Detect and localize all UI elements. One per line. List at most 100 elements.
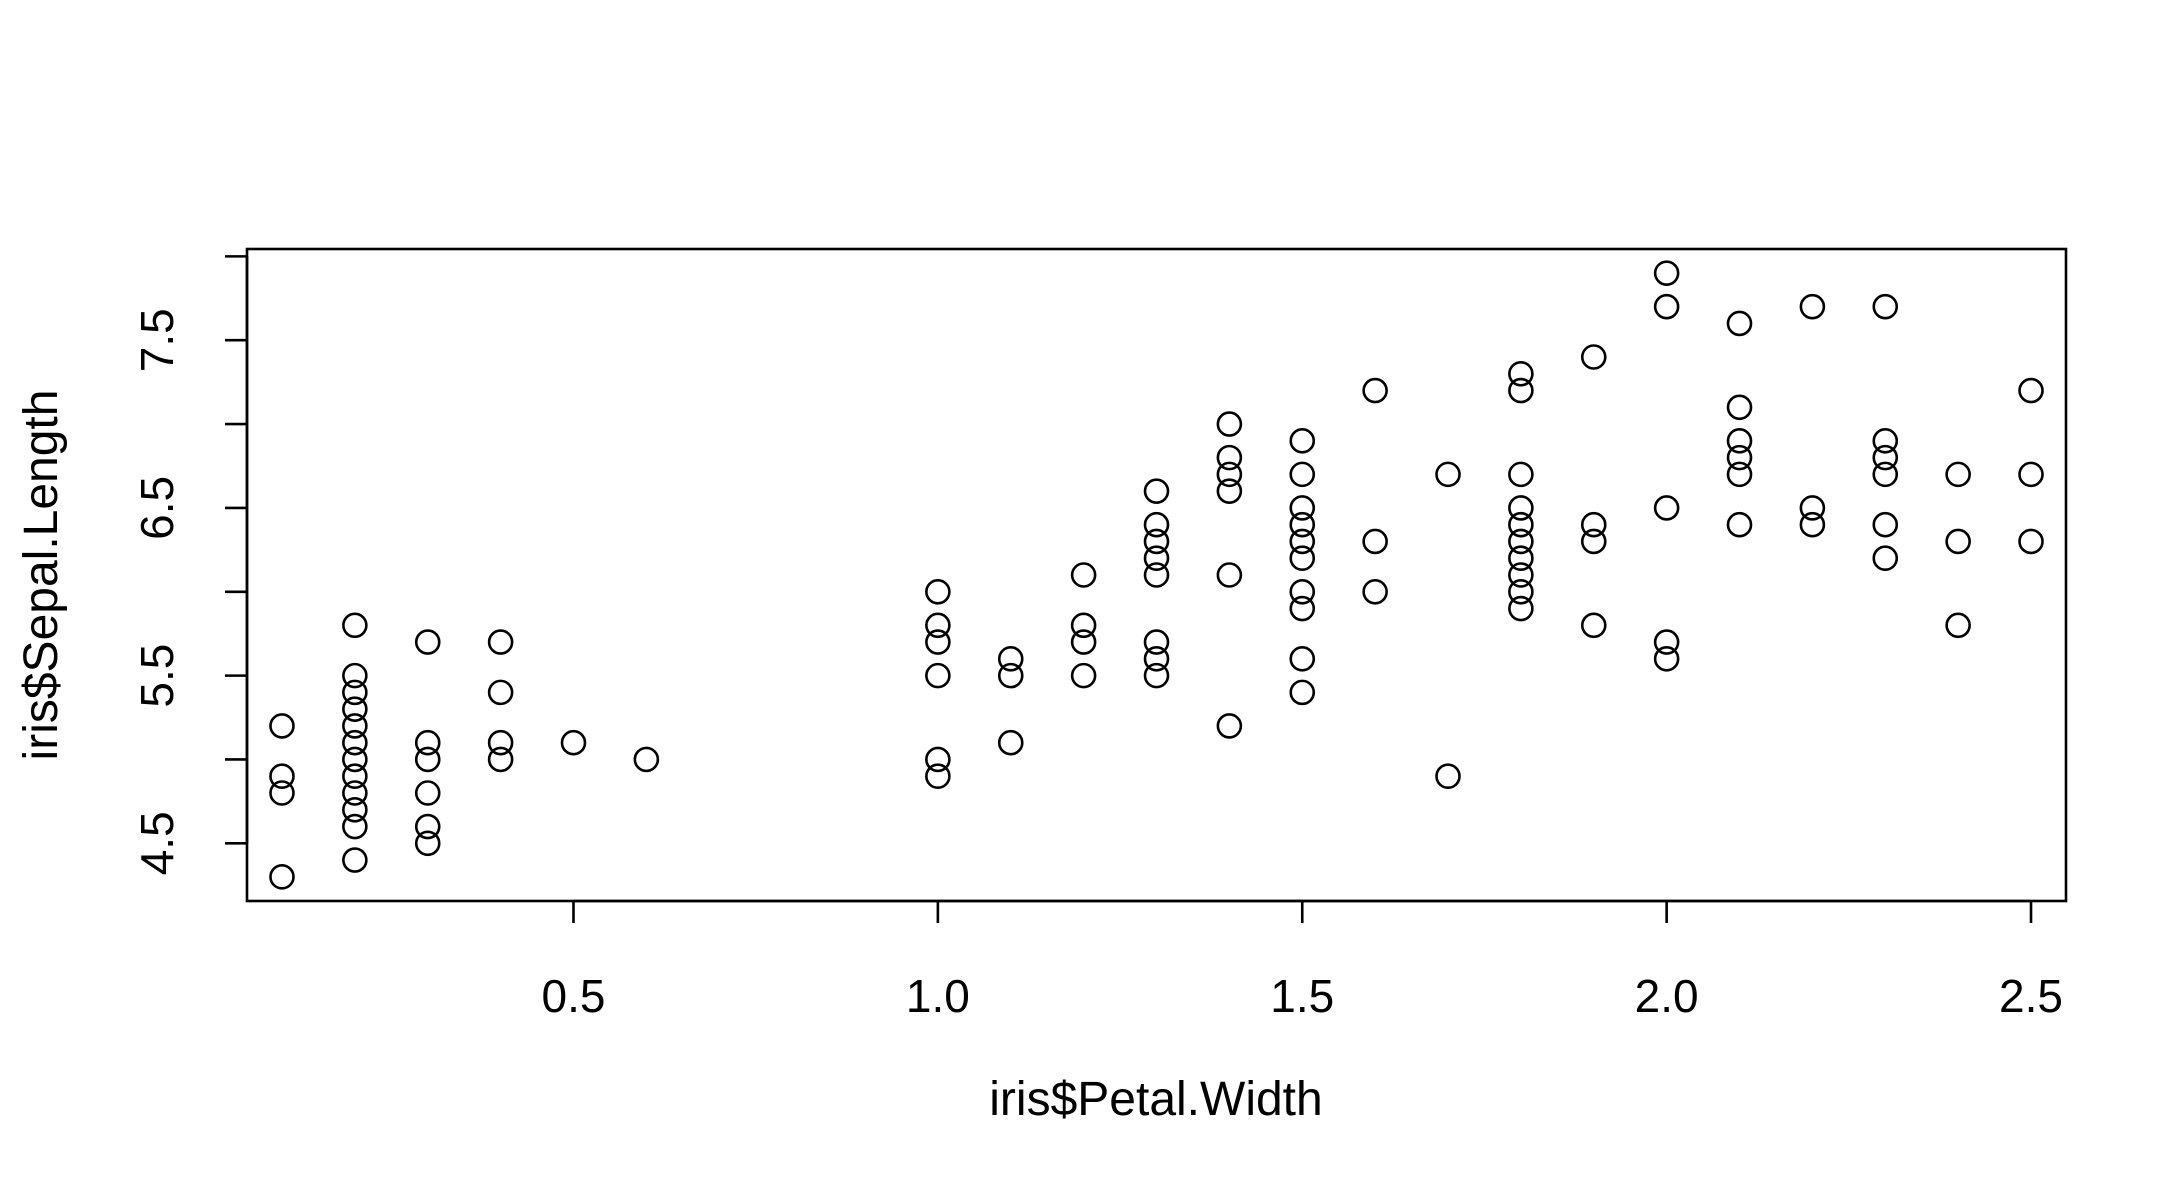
- data-point: [269, 713, 295, 739]
- data-point: [1143, 662, 1170, 689]
- data-point: [1945, 461, 1971, 488]
- data-point: [342, 796, 368, 823]
- data-point: [1580, 612, 1607, 639]
- data-point: [1143, 545, 1170, 572]
- data-point: [1070, 629, 1097, 655]
- data-point: [2018, 377, 2044, 404]
- data-point: [1216, 444, 1243, 471]
- data-point: [1726, 428, 1753, 454]
- data-point: [1508, 562, 1534, 588]
- data-point: [997, 662, 1024, 689]
- x-tick-label: 1.0: [906, 970, 970, 1022]
- y-axis-label: iris$Sepal.Length: [15, 390, 68, 761]
- data-point: [1362, 578, 1388, 605]
- data-point: [997, 646, 1024, 672]
- x-axis-label: iris$Petal.Width: [989, 1073, 1322, 1126]
- data-point: [414, 629, 441, 655]
- data-point: [1508, 578, 1534, 605]
- data-point: [1872, 444, 1899, 471]
- data-point: [1726, 444, 1753, 471]
- data-point: [1653, 629, 1680, 655]
- data-point: [342, 813, 368, 840]
- x-tick-label: 1.5: [1270, 970, 1334, 1022]
- data-point: [1653, 495, 1680, 521]
- data-point: [1872, 511, 1899, 538]
- data-point: [1289, 495, 1316, 521]
- data-point: [487, 746, 514, 773]
- data-point: [1872, 545, 1899, 572]
- data-points: [269, 260, 2044, 890]
- data-point: [342, 780, 368, 806]
- data-point: [1070, 612, 1097, 639]
- data-point: [1143, 629, 1170, 655]
- data-point: [342, 679, 368, 706]
- data-point: [1143, 528, 1170, 555]
- data-point: [2018, 461, 2044, 488]
- data-point: [925, 746, 951, 773]
- data-point: [1799, 495, 1826, 521]
- data-point: [1435, 461, 1461, 488]
- data-point: [269, 763, 295, 790]
- data-point: [925, 662, 951, 689]
- data-point: [414, 830, 441, 857]
- y-axis: 4.5 5.5 6.5 7.5: [131, 255, 249, 875]
- data-point: [1580, 511, 1607, 538]
- data-point: [269, 864, 295, 890]
- data-point: [1508, 360, 1534, 387]
- data-point: [1945, 528, 1971, 555]
- y-tick-label: 5.5: [131, 644, 183, 708]
- data-point: [414, 780, 441, 806]
- data-point: [414, 813, 441, 840]
- data-point: [1289, 578, 1316, 605]
- data-point: [342, 696, 368, 722]
- data-point: [1289, 595, 1316, 622]
- data-point: [1216, 562, 1243, 588]
- data-point: [1508, 595, 1534, 622]
- data-point: [925, 763, 951, 790]
- data-point: [1508, 495, 1534, 521]
- y-tick-label: 6.5: [131, 476, 183, 540]
- data-point: [925, 629, 951, 655]
- data-point: [342, 662, 368, 689]
- data-point: [1799, 511, 1826, 538]
- data-point: [342, 847, 368, 873]
- data-point: [997, 729, 1024, 756]
- data-point: [1653, 293, 1680, 320]
- data-point: [342, 729, 368, 756]
- data-point: [342, 713, 368, 739]
- data-point: [1508, 528, 1534, 555]
- data-point: [1653, 646, 1680, 672]
- data-point: [1362, 377, 1388, 404]
- data-point: [487, 679, 514, 706]
- data-point: [1216, 461, 1243, 488]
- data-point: [342, 763, 368, 790]
- data-point: [1508, 377, 1534, 404]
- data-point: [1289, 511, 1316, 538]
- data-point: [1143, 646, 1170, 672]
- data-point: [1216, 478, 1243, 504]
- x-tick-label: 2.5: [1999, 970, 2063, 1022]
- data-point: [1289, 679, 1316, 706]
- data-point: [1289, 461, 1316, 488]
- data-point: [1580, 528, 1607, 555]
- data-point: [487, 729, 514, 756]
- data-point: [1799, 293, 1826, 320]
- data-point: [1289, 545, 1316, 572]
- y-tick-label: 7.5: [131, 308, 183, 372]
- x-axis: 0.5 1.0 1.5 2.0 2.5: [542, 899, 2063, 1022]
- data-point: [1872, 293, 1899, 320]
- data-point: [487, 629, 514, 655]
- data-point: [1872, 461, 1899, 488]
- data-point: [1726, 461, 1753, 488]
- data-point: [2018, 528, 2044, 555]
- data-point: [925, 578, 951, 605]
- data-point: [1508, 461, 1534, 488]
- data-point: [1216, 713, 1243, 739]
- data-point: [269, 780, 295, 806]
- data-point: [1508, 545, 1534, 572]
- data-point: [925, 612, 951, 639]
- data-point: [1508, 511, 1534, 538]
- plot-frame: [245, 247, 2068, 903]
- data-point: [1872, 428, 1899, 454]
